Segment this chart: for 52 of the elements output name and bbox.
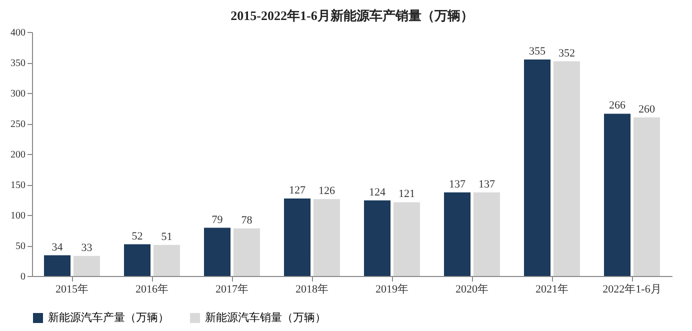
bar	[393, 202, 420, 276]
data-label: 355	[529, 45, 546, 58]
y-tick-label: 150	[10, 180, 26, 191]
bar	[284, 198, 311, 276]
y-tick-label: 100	[10, 210, 26, 222]
data-label: 137	[449, 178, 466, 190]
bar	[153, 244, 180, 276]
data-label: 124	[369, 186, 386, 198]
x-tick-label: 2017年	[216, 284, 248, 296]
data-label: 78	[241, 214, 253, 226]
x-tick-label: 2021年	[536, 284, 568, 296]
data-label: 79	[212, 214, 224, 226]
y-tick-label: 0	[20, 272, 26, 282]
data-label: 52	[132, 230, 143, 242]
data-label: 266	[609, 100, 626, 112]
x-tick-label: 2020年	[456, 284, 488, 296]
y-tick-label: 350	[10, 58, 26, 69]
legend-label: 新能源汽车销量（万辆）	[205, 311, 326, 324]
bar	[233, 228, 260, 276]
y-tick-label: 400	[10, 28, 26, 38]
data-label: 260	[638, 103, 656, 116]
y-tick-label: 50	[16, 241, 26, 252]
data-label: 127	[289, 184, 306, 197]
chart-title: 2015-2022年1-6月新能源车产销量（万辆）	[230, 8, 474, 23]
bar	[313, 199, 340, 276]
data-label: 34	[52, 241, 64, 254]
y-tick-label: 300	[10, 88, 26, 100]
y-tick-label: 250	[10, 119, 26, 130]
y-tick-label: 200	[10, 150, 26, 160]
x-tick-label: 2016年	[136, 284, 168, 296]
bar	[553, 61, 580, 276]
bar	[204, 228, 231, 276]
bar	[444, 192, 471, 276]
x-tick-label: 2015年	[56, 284, 88, 296]
data-label: 126	[318, 185, 336, 198]
bar	[473, 192, 500, 276]
bar	[524, 59, 551, 276]
data-label: 121	[398, 188, 415, 200]
bar	[73, 256, 100, 276]
bar	[633, 117, 660, 276]
data-label: 137	[478, 178, 496, 190]
data-label: 51	[161, 230, 172, 243]
data-label: 33	[81, 242, 93, 254]
bar	[604, 114, 631, 276]
data-label: 352	[558, 47, 575, 60]
bar	[364, 200, 391, 276]
x-tick-label: 2022年1-6月	[602, 284, 662, 296]
bar	[44, 255, 71, 276]
x-tick-label: 2018年	[296, 284, 328, 296]
bar	[124, 244, 151, 276]
legend-label: 新能源汽车产量（万辆）	[48, 311, 169, 324]
x-tick-label: 2019年	[376, 284, 408, 296]
